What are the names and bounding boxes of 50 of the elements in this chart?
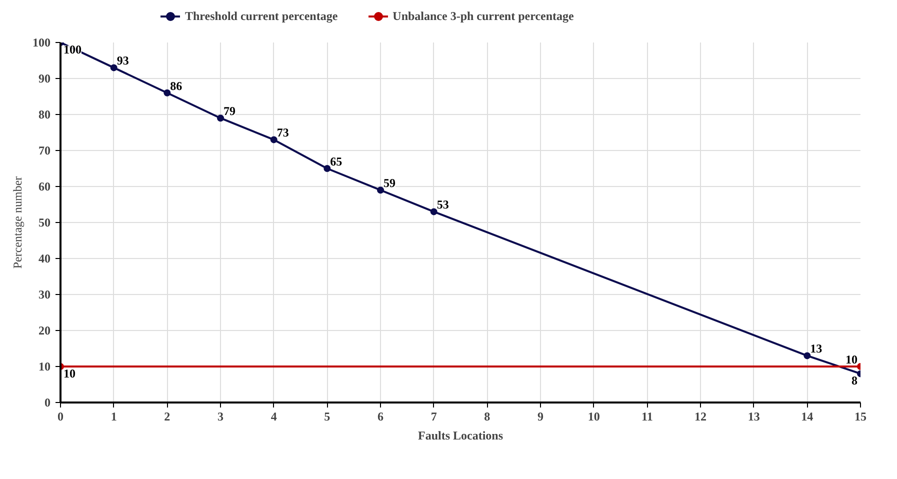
y-tick-label: 60 (38, 180, 50, 194)
data-label: 10 (846, 352, 858, 366)
x-tick-label: 13 (748, 410, 760, 424)
point (110, 64, 118, 72)
point (324, 165, 331, 172)
y-tick-label: 10 (38, 360, 50, 374)
data-label: 93 (116, 54, 129, 68)
x-tick-label: 11 (642, 410, 653, 424)
y-tick-label: 20 (38, 324, 50, 338)
x-tick-label: 12 (694, 410, 706, 424)
y-tick-label: 40 (38, 252, 50, 266)
data-label: 8 (852, 374, 858, 388)
x-tick-label: 5 (324, 410, 330, 424)
y-tick-label: 50 (38, 216, 50, 230)
x-tick-label: 3 (218, 410, 224, 424)
data-label: 79 (224, 104, 236, 118)
data-label: 59 (384, 176, 396, 190)
x-tick-label: 1 (110, 410, 117, 424)
y-tick-label: 30 (38, 288, 50, 302)
point (270, 136, 278, 144)
x-tick-label: 6 (378, 410, 384, 424)
x-tick-label: 0 (58, 410, 64, 424)
x-tick-label: 9 (538, 410, 544, 424)
y-tick-label: 100 (32, 36, 50, 50)
point (164, 89, 171, 96)
data-label: 100 (64, 42, 82, 56)
point (377, 186, 384, 194)
x-tick-label: 10 (588, 410, 600, 424)
y-tick-label: 0 (44, 396, 50, 410)
y-tick-label: 90 (38, 72, 50, 86)
data-label: 73 (276, 126, 289, 140)
point (217, 114, 224, 122)
point (430, 208, 438, 216)
y-tick-label: 70 (38, 144, 50, 158)
legend-label: Unbalance 3-ph current percentage (392, 8, 574, 24)
data-label: 53 (436, 198, 449, 212)
x-tick-label: 8 (484, 410, 490, 424)
legend-label: Threshold current percentage (185, 8, 338, 24)
data-label: 86 (170, 78, 182, 93)
x-axis-title: Faults Locations (418, 428, 504, 442)
data-label: 65 (330, 154, 342, 168)
x-tick-label: 4 (270, 410, 277, 424)
x-tick-label: 7 (430, 410, 437, 424)
y-tick-label: 80 (38, 108, 50, 122)
data-label: 10 (64, 366, 76, 380)
x-tick-label: 15 (854, 410, 866, 424)
x-tick-label: 14 (801, 410, 814, 424)
x-tick-label: 2 (164, 410, 170, 424)
y-axis-title: Percentage number (10, 176, 24, 269)
data-label: 13 (810, 342, 822, 356)
